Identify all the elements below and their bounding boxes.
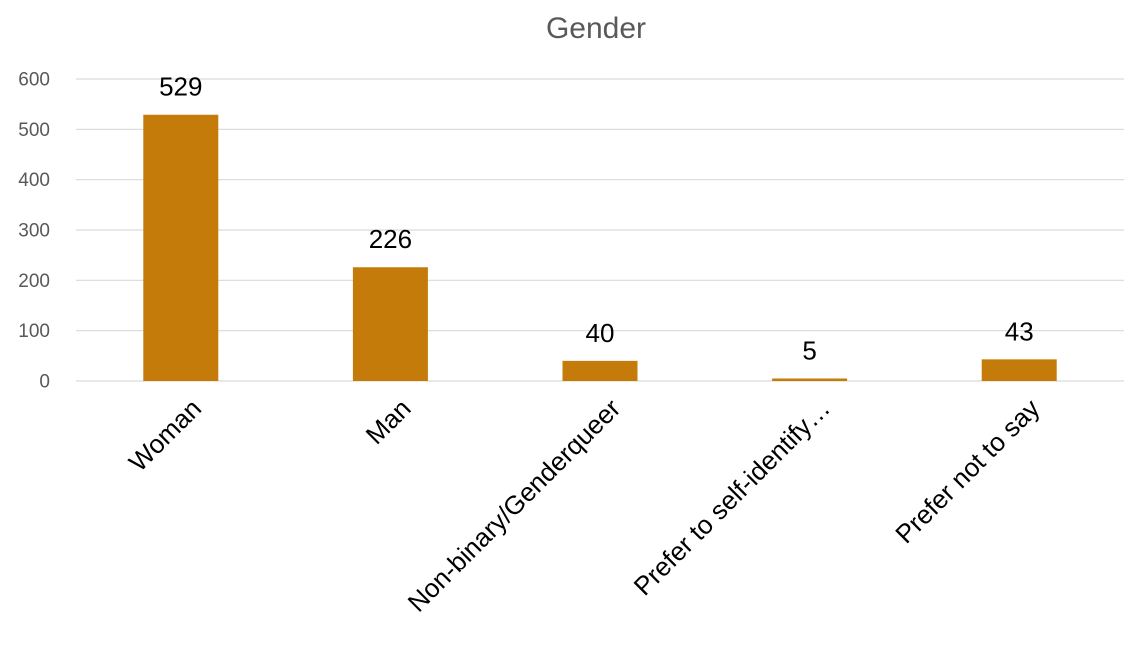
y-tick-label: 400 — [18, 170, 50, 191]
bar — [562, 360, 638, 381]
y-tick-label: 600 — [18, 70, 50, 91]
bar — [772, 378, 848, 381]
x-tick-label: Prefer not to say — [889, 393, 1045, 549]
y-tick-label: 500 — [18, 120, 50, 141]
y-tick-label: 100 — [18, 321, 50, 342]
data-labels: 529 226 40 5 43 — [159, 72, 1034, 366]
bars — [143, 114, 1057, 381]
x-tick-label: Prefer to self-identify… — [628, 393, 836, 601]
data-label: 40 — [586, 318, 615, 348]
x-tick-label: Man — [360, 393, 417, 450]
x-tick-label: Woman — [123, 393, 207, 477]
data-label: 529 — [159, 72, 202, 102]
chart-title: Gender — [546, 12, 646, 45]
bar — [352, 267, 428, 381]
y-tick-label: 300 — [18, 221, 50, 242]
bar — [981, 359, 1057, 381]
data-label: 5 — [802, 335, 816, 365]
y-tick-label: 0 — [39, 372, 50, 393]
x-tick-label: Non-binary/Genderqueer — [402, 393, 627, 618]
bar — [143, 114, 219, 381]
data-label: 43 — [1005, 316, 1034, 346]
gridlines — [76, 78, 1124, 382]
y-axis-ticks: 0 100 200 300 400 500 600 — [18, 70, 50, 393]
y-tick-label: 200 — [18, 271, 50, 292]
data-label: 226 — [369, 224, 412, 254]
